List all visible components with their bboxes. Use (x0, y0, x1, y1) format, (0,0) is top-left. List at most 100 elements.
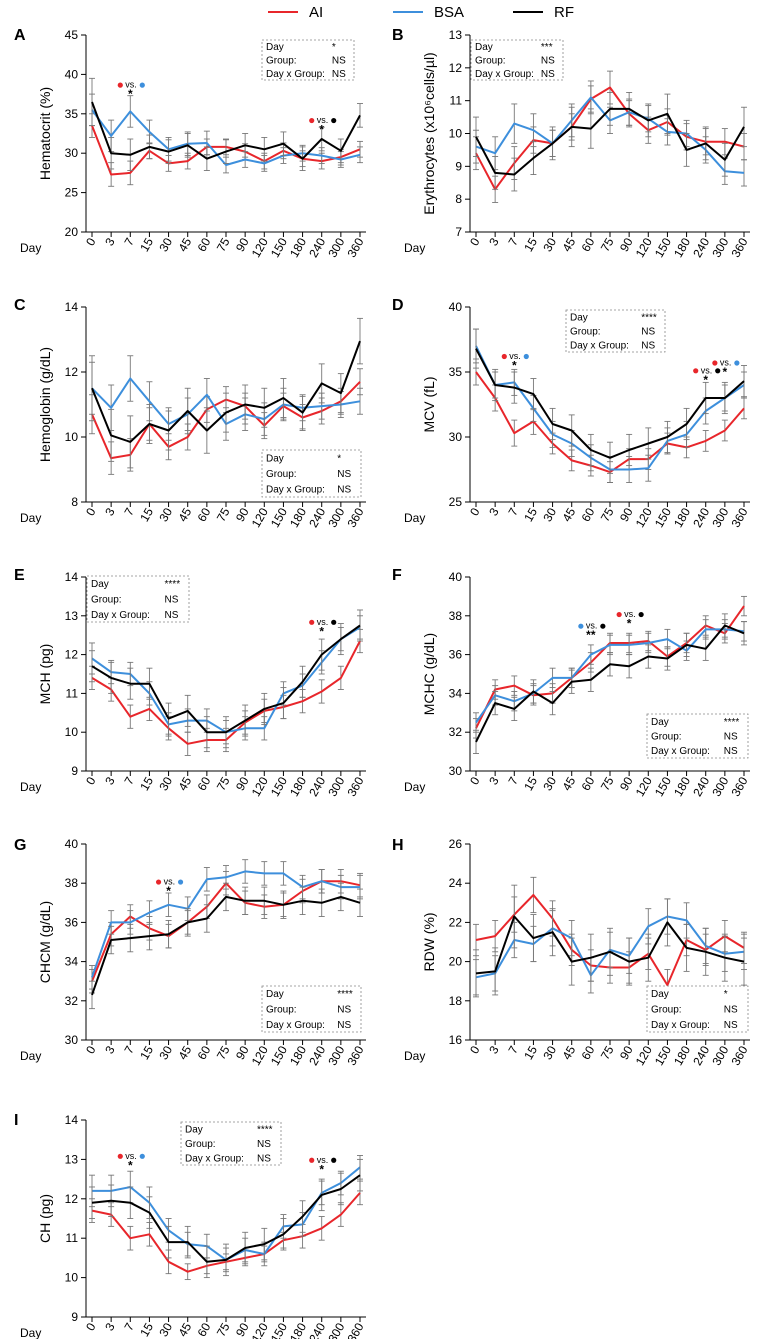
x-tick-label: 90 (233, 774, 252, 793)
x-tick-label: 240 (690, 774, 712, 799)
significance-dot (139, 1153, 145, 1159)
y-tick-label: 40 (65, 837, 79, 851)
stats-label: Group: (91, 595, 122, 606)
panel-label: H (392, 837, 404, 854)
x-tick-label: 300 (709, 1043, 731, 1068)
x-tick-label: 7 (505, 235, 521, 248)
x-tick-label: 360 (344, 1043, 366, 1068)
significance-star: * (703, 373, 708, 387)
series-rf (473, 92, 747, 192)
stats-label: Group: (475, 56, 506, 67)
significance-annotation: vs.* (309, 1155, 337, 1176)
series-line-rf (91, 895, 361, 996)
series-rf (473, 613, 747, 754)
x-tick-label: 360 (344, 774, 366, 799)
x-tick-label: 60 (195, 1320, 214, 1339)
significance-dot (331, 619, 337, 625)
x-tick-label: 120 (633, 235, 655, 260)
stats-value: NS (257, 1153, 271, 1164)
panel-h: H 16 18 20 22 24 26 RDW (%) 0 3 7 15 30 45 60 75 9012015… (392, 837, 751, 1068)
x-tick-label: 150 (268, 1043, 290, 1068)
significance-dot (523, 353, 529, 360)
panel-label: F (392, 567, 402, 584)
x-tick-label: 150 (652, 235, 674, 260)
x-tick-label: 120 (633, 1043, 655, 1068)
panel-label: D (392, 297, 404, 314)
y-tick-label: 18 (449, 994, 463, 1008)
panel-label: B (392, 27, 404, 44)
significance-star: * (128, 1158, 133, 1172)
y-tick-label: 9 (71, 764, 78, 778)
x-tick-label: 0 (83, 1320, 99, 1333)
significance-vs: vs. (317, 1155, 329, 1165)
x-tick-label: 150 (652, 505, 674, 530)
x-tick-label: 300 (325, 235, 347, 260)
x-tick-label: 15 (521, 235, 540, 254)
significance-dot (715, 368, 721, 374)
y-tick-label: 35 (449, 365, 463, 379)
x-tick-label: 15 (521, 774, 540, 793)
significance-vs: vs. (586, 621, 598, 631)
y-tick-label: 13 (65, 609, 79, 623)
y-tick-label: 38 (65, 876, 79, 890)
x-tick-label: 30 (156, 1043, 175, 1062)
x-tick-label: 7 (505, 774, 521, 787)
x-tick-label: 240 (690, 505, 712, 530)
stats-value: NS (641, 327, 655, 338)
legend-label-ai: AI (309, 4, 323, 21)
y-axis-title: CHCM (g/dL) (37, 901, 53, 983)
y-axis-title: MCH (pg) (37, 644, 53, 705)
x-tick-label: 45 (176, 774, 195, 793)
stats-value: NS (257, 1139, 271, 1150)
x-tick-label: 90 (233, 235, 252, 254)
y-tick-label: 40 (65, 67, 79, 81)
y-tick-label: 10 (65, 430, 79, 444)
x-tick-label: 30 (540, 505, 559, 524)
significance-dot (501, 353, 507, 360)
stats-value: NS (724, 1020, 738, 1031)
x-tick-label: 240 (690, 1043, 712, 1068)
x-tick-label: 0 (467, 774, 483, 787)
stats-label: Group: (651, 1005, 682, 1016)
significance-annotation: vs.* (117, 1151, 145, 1172)
x-tick-label: 60 (195, 235, 214, 254)
x-tick-label: 15 (137, 774, 156, 793)
y-tick-label: 10 (65, 725, 79, 739)
x-tick-label: 120 (633, 774, 655, 799)
x-tick-label: 3 (486, 774, 502, 787)
x-tick-label: 240 (306, 235, 328, 260)
x-tick-label: 0 (467, 235, 483, 248)
series-rf (89, 1158, 363, 1279)
x-tick-label: 15 (521, 1043, 540, 1062)
x-tick-label: 75 (598, 505, 617, 524)
x-axis-title: Day (20, 241, 41, 255)
stats-label: Day (266, 453, 284, 464)
x-tick-label: 300 (325, 1320, 347, 1339)
y-axis-title: MCHC (g/dL) (421, 633, 437, 715)
x-tick-label: 90 (617, 774, 636, 793)
x-tick-label: 30 (156, 235, 175, 254)
stats-frame (470, 39, 564, 81)
x-tick-label: 30 (540, 1043, 559, 1062)
x-tick-label: 240 (306, 505, 328, 530)
x-tick-label: 240 (306, 1043, 328, 1068)
x-tick-label: 300 (325, 1043, 347, 1068)
panel-label: E (14, 567, 25, 584)
significance-vs: vs. (317, 617, 329, 627)
x-tick-label: 180 (671, 505, 693, 530)
series-line-bsa (91, 870, 360, 978)
x-tick-label: 180 (287, 1320, 309, 1339)
x-tick-label: 3 (102, 1320, 118, 1333)
x-tick-label: 45 (176, 505, 195, 524)
stats-label: Day x Group: (266, 69, 325, 80)
x-tick-label: 300 (709, 235, 731, 260)
x-tick-label: 150 (268, 235, 290, 260)
stats-label: Day x Group: (266, 1020, 325, 1031)
x-tick-label: 30 (540, 235, 559, 254)
x-axis-title: Day (20, 511, 41, 525)
significance-star: * (512, 359, 517, 373)
stats-label: Group: (185, 1139, 216, 1150)
